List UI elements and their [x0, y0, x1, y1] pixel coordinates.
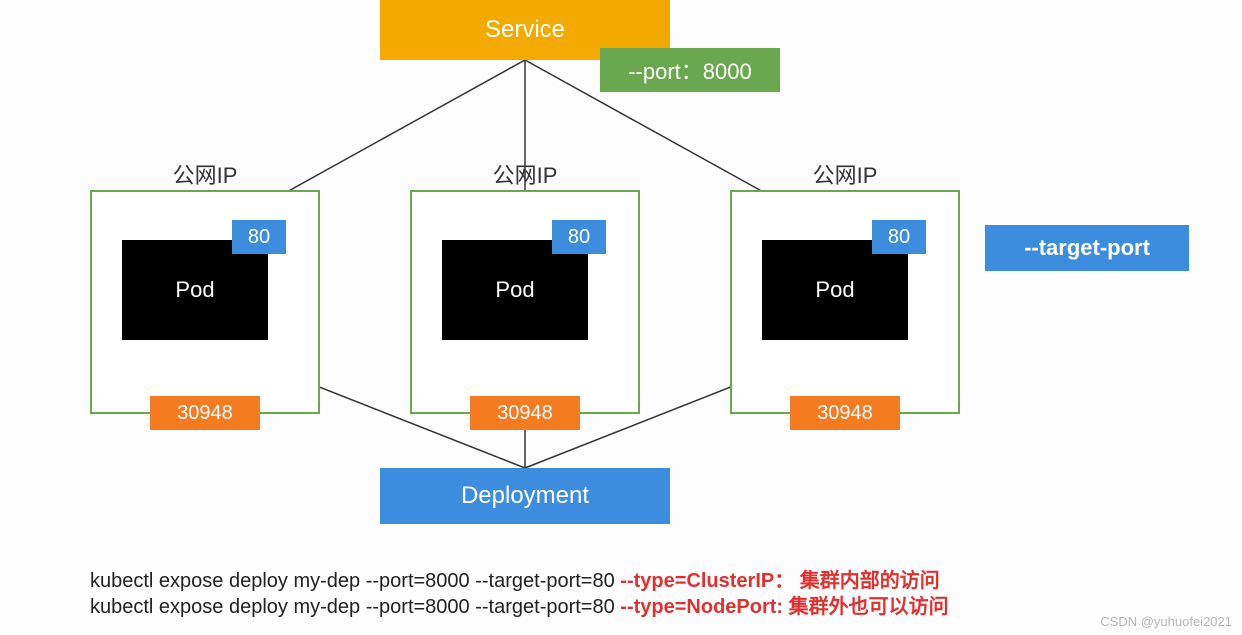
pod-box: Pod: [442, 240, 588, 340]
target-port-badge: 80: [232, 220, 286, 254]
deployment-label: Deployment: [461, 482, 589, 510]
node-port-badge: 30948: [150, 396, 260, 430]
service-port-badge: --port：8000: [600, 48, 780, 92]
node-title: 公网IP: [813, 158, 878, 190]
command-line: kubectl expose deploy my-dep --port=8000…: [90, 564, 940, 593]
command-highlight: --type=NodePort: 集群外也可以访问: [620, 596, 948, 618]
deployment-box: Deployment: [380, 468, 670, 524]
service-label: Service: [485, 16, 565, 44]
command-highlight: --type=ClusterIP： 集群内部的访问: [620, 570, 939, 592]
watermark: CSDN @yuhuofei2021: [1100, 614, 1232, 629]
command-line: kubectl expose deploy my-dep --port=8000…: [90, 590, 949, 619]
node-title: 公网IP: [493, 158, 558, 190]
pod-box: Pod: [762, 240, 908, 340]
service-port-text: --port：8000: [628, 54, 752, 86]
command-prefix: kubectl expose deploy my-dep --port=8000…: [90, 570, 620, 592]
target-port-badge: 80: [552, 220, 606, 254]
pod-box: Pod: [122, 240, 268, 340]
node-port-badge: 30948: [470, 396, 580, 430]
target-port-legend-text: --target-port: [1024, 235, 1150, 261]
node-title: 公网IP: [173, 158, 238, 190]
target-port-badge: 80: [872, 220, 926, 254]
target-port-legend: --target-port: [985, 225, 1189, 271]
command-prefix: kubectl expose deploy my-dep --port=8000…: [90, 596, 620, 618]
node-port-badge: 30948: [790, 396, 900, 430]
